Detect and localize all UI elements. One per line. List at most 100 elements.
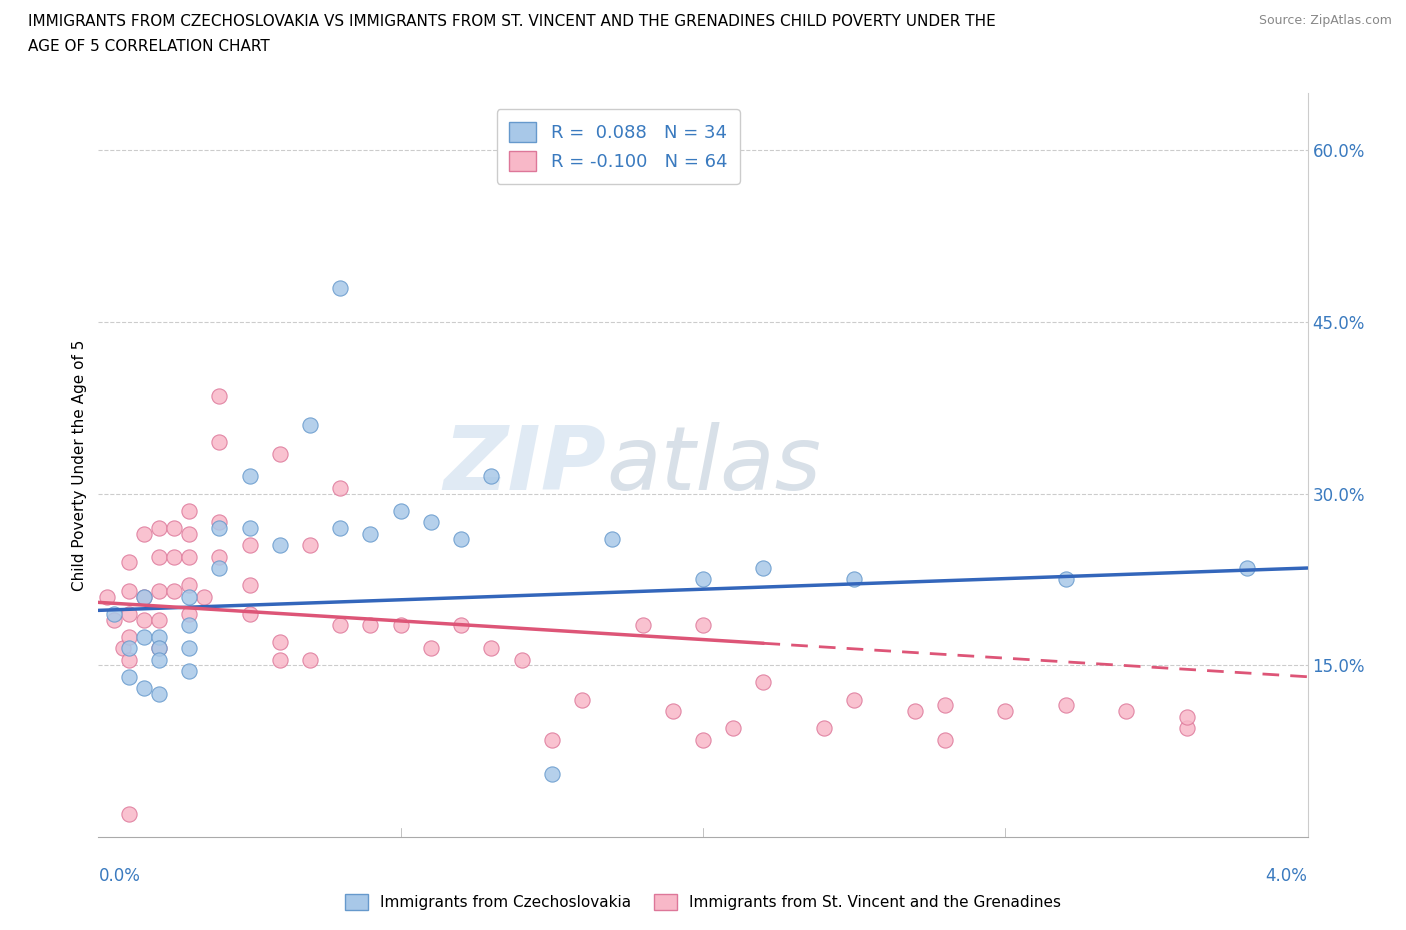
- Point: [148, 641, 170, 656]
- Point: [148, 686, 170, 701]
- Point: [148, 641, 170, 656]
- Point: [813, 721, 835, 736]
- Point: [148, 549, 170, 564]
- Point: [934, 698, 956, 712]
- Point: [420, 641, 443, 656]
- Point: [193, 590, 215, 604]
- Text: AGE OF 5 CORRELATION CHART: AGE OF 5 CORRELATION CHART: [28, 39, 270, 54]
- Point: [329, 280, 352, 295]
- Point: [844, 692, 866, 707]
- Point: [118, 630, 141, 644]
- Point: [118, 583, 141, 598]
- Point: [360, 526, 382, 541]
- Text: Source: ZipAtlas.com: Source: ZipAtlas.com: [1258, 14, 1392, 27]
- Point: [132, 526, 155, 541]
- Point: [179, 618, 201, 632]
- Point: [103, 612, 125, 627]
- Legend: R =  0.088   N = 34, R = -0.100   N = 64: R = 0.088 N = 34, R = -0.100 N = 64: [496, 110, 740, 183]
- Point: [239, 578, 262, 592]
- Point: [179, 641, 201, 656]
- Point: [163, 549, 186, 564]
- Point: [179, 578, 201, 592]
- Point: [752, 561, 775, 576]
- Point: [1175, 710, 1198, 724]
- Point: [163, 583, 186, 598]
- Point: [329, 481, 352, 496]
- Point: [118, 670, 141, 684]
- Point: [148, 612, 170, 627]
- Point: [994, 704, 1017, 719]
- Point: [329, 521, 352, 536]
- Point: [132, 612, 155, 627]
- Point: [132, 590, 155, 604]
- Point: [179, 590, 201, 604]
- Point: [239, 538, 262, 552]
- Point: [904, 704, 927, 719]
- Point: [1115, 704, 1137, 719]
- Point: [692, 732, 714, 747]
- Point: [661, 704, 683, 719]
- Point: [481, 641, 503, 656]
- Point: [602, 532, 624, 547]
- Point: [540, 766, 562, 781]
- Point: [269, 635, 291, 650]
- Point: [208, 434, 231, 449]
- Point: [1236, 561, 1258, 576]
- Point: [299, 652, 322, 667]
- Text: IMMIGRANTS FROM CZECHOSLOVAKIA VS IMMIGRANTS FROM ST. VINCENT AND THE GRENADINES: IMMIGRANTS FROM CZECHOSLOVAKIA VS IMMIGR…: [28, 14, 995, 29]
- Point: [269, 538, 291, 552]
- Point: [1175, 721, 1198, 736]
- Point: [179, 664, 201, 679]
- Point: [752, 675, 775, 690]
- Point: [692, 618, 714, 632]
- Point: [208, 389, 231, 404]
- Point: [208, 521, 231, 536]
- Point: [208, 561, 231, 576]
- Point: [163, 521, 186, 536]
- Point: [329, 618, 352, 632]
- Point: [450, 532, 472, 547]
- Point: [132, 590, 155, 604]
- Point: [179, 549, 201, 564]
- Point: [118, 555, 141, 570]
- Point: [103, 606, 125, 621]
- Point: [934, 732, 956, 747]
- Point: [1054, 572, 1077, 587]
- Point: [450, 618, 472, 632]
- Point: [179, 526, 201, 541]
- Text: ZIP: ZIP: [443, 421, 606, 509]
- Text: 0.0%: 0.0%: [98, 867, 141, 884]
- Text: 4.0%: 4.0%: [1265, 867, 1308, 884]
- Point: [148, 521, 170, 536]
- Point: [239, 521, 262, 536]
- Legend: Immigrants from Czechoslovakia, Immigrants from St. Vincent and the Grenadines: Immigrants from Czechoslovakia, Immigran…: [337, 886, 1069, 918]
- Point: [389, 618, 412, 632]
- Point: [118, 806, 141, 821]
- Point: [148, 652, 170, 667]
- Point: [631, 618, 654, 632]
- Point: [692, 572, 714, 587]
- Point: [239, 469, 262, 484]
- Point: [723, 721, 745, 736]
- Point: [118, 641, 141, 656]
- Point: [148, 583, 170, 598]
- Text: atlas: atlas: [606, 422, 821, 508]
- Point: [208, 515, 231, 530]
- Point: [420, 515, 443, 530]
- Point: [269, 446, 291, 461]
- Point: [269, 652, 291, 667]
- Point: [118, 606, 141, 621]
- Point: [1054, 698, 1077, 712]
- Point: [299, 538, 322, 552]
- Y-axis label: Child Poverty Under the Age of 5: Child Poverty Under the Age of 5: [72, 339, 87, 591]
- Point: [239, 606, 262, 621]
- Point: [510, 652, 533, 667]
- Point: [571, 692, 593, 707]
- Point: [132, 681, 155, 696]
- Point: [844, 572, 866, 587]
- Point: [111, 641, 134, 656]
- Point: [118, 652, 141, 667]
- Point: [481, 469, 503, 484]
- Point: [96, 590, 118, 604]
- Point: [148, 630, 170, 644]
